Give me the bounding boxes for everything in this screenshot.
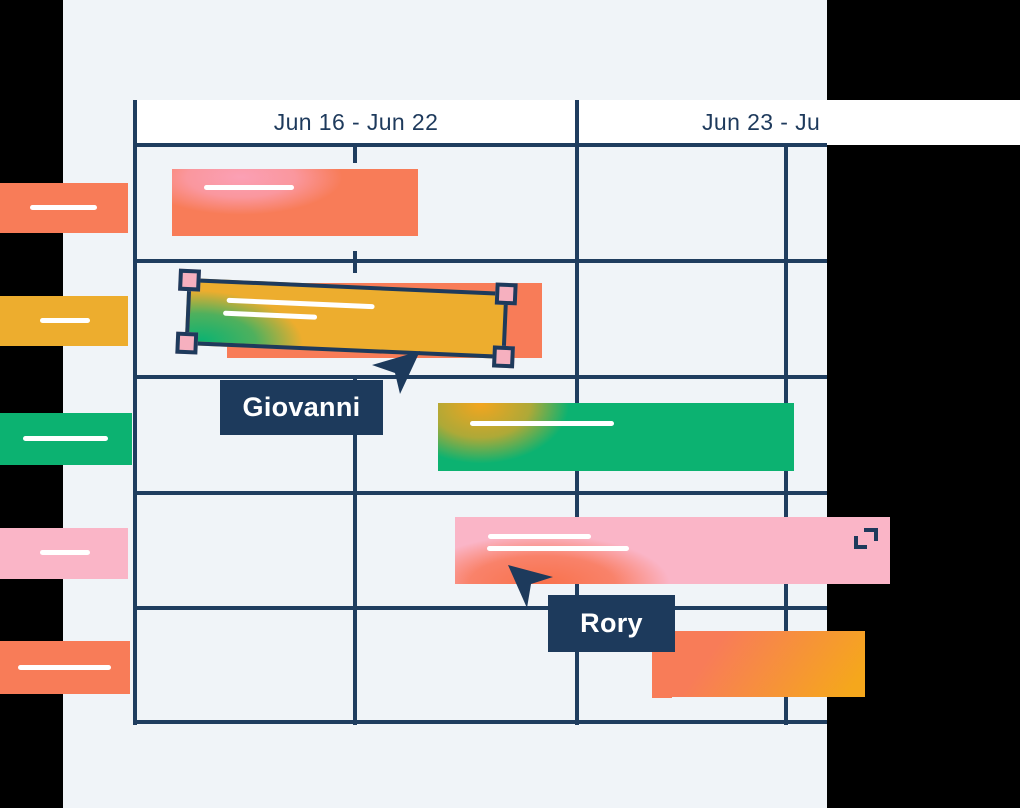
grid-hline-row4 [133,606,827,610]
task-bar-row1[interactable] [172,169,418,236]
grid-hline-header [133,143,827,147]
row-label-3[interactable] [0,413,132,465]
row-label-4[interactable] [0,528,128,579]
cursor-label-giovanni: Giovanni [220,380,383,435]
cursor-arrow-rory [506,563,554,609]
grid-hline-row3 [133,491,827,495]
row-label-2[interactable] [0,296,128,346]
header-column-week1: Jun 16 - Jun 22 [273,109,439,135]
task-bar-row3[interactable] [438,403,794,471]
grid-hline-bottom [133,720,827,724]
grid-vline-left [133,100,137,725]
cursor-label-rory: Rory [548,595,675,652]
header-column-week2: Jun 23 - Ju [702,109,821,135]
grid-hline-row1 [133,259,827,263]
expand-icon[interactable] [853,527,879,550]
selection-handle-top-left[interactable] [178,268,201,292]
selection-handle-top-right[interactable] [494,282,518,306]
task-bar-row5[interactable] [665,631,865,697]
row-label-5[interactable] [0,641,130,694]
selection-handle-bottom-left[interactable] [175,331,199,355]
grid-hline-row2 [133,375,827,379]
grid-tick-midweek-1 [353,147,357,163]
selection-handle-bottom-right[interactable] [492,345,515,369]
row-label-1[interactable] [0,183,128,233]
grid-vline-midweek-1 [353,377,357,725]
task-bar-row2-selected[interactable] [175,268,518,369]
cursor-arrow-giovanni [371,348,421,395]
